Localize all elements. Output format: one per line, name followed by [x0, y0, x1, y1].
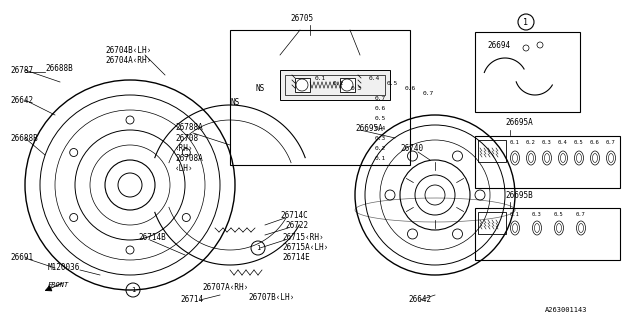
Text: 0.5: 0.5 — [574, 140, 584, 145]
Text: 0.7: 0.7 — [375, 95, 387, 100]
Text: 0.4: 0.4 — [369, 76, 380, 81]
Text: 26714: 26714 — [180, 295, 203, 305]
Bar — [295, 78, 310, 92]
Text: 26722: 26722 — [285, 220, 308, 229]
Text: 26695B: 26695B — [505, 191, 532, 201]
Text: 26688B: 26688B — [10, 133, 38, 142]
Bar — [475, 32, 580, 112]
Text: 0.1: 0.1 — [510, 140, 520, 145]
Text: 0.1: 0.1 — [375, 156, 387, 161]
Text: 26740: 26740 — [400, 143, 423, 153]
Text: 26715A‹LH›: 26715A‹LH› — [282, 244, 328, 252]
Text: 26708: 26708 — [175, 133, 198, 142]
Text: 26642: 26642 — [408, 295, 431, 305]
Bar — [478, 212, 506, 234]
Text: 26695A: 26695A — [355, 124, 383, 132]
Text: 1: 1 — [131, 287, 135, 293]
Text: 26688B: 26688B — [45, 63, 73, 73]
Text: 26714C: 26714C — [280, 211, 308, 220]
Text: A263001143: A263001143 — [545, 307, 588, 313]
Text: 0.3: 0.3 — [375, 135, 387, 140]
Text: 0.2: 0.2 — [375, 146, 387, 150]
Text: FRONT: FRONT — [48, 282, 69, 288]
Text: NS: NS — [230, 98, 239, 107]
Text: 26788A: 26788A — [175, 123, 203, 132]
Text: 0.1: 0.1 — [315, 76, 326, 81]
Text: 1: 1 — [524, 18, 529, 27]
Text: 0.1: 0.1 — [510, 212, 520, 217]
Bar — [478, 140, 506, 162]
Text: ‹RH›: ‹RH› — [175, 143, 193, 153]
Text: 0.6: 0.6 — [590, 140, 600, 145]
Bar — [475, 136, 620, 188]
Text: NS: NS — [255, 84, 264, 92]
Text: 1: 1 — [256, 245, 260, 251]
Text: 0.3: 0.3 — [532, 212, 541, 217]
Text: 0.6: 0.6 — [375, 106, 387, 110]
Text: 26707A‹RH›: 26707A‹RH› — [202, 284, 248, 292]
Text: 26714B: 26714B — [138, 234, 166, 243]
Bar — [340, 78, 355, 92]
Text: 0.5: 0.5 — [554, 212, 564, 217]
Text: 0.4: 0.4 — [558, 140, 568, 145]
Text: 0.7: 0.7 — [576, 212, 586, 217]
Text: 26707B‹LH›: 26707B‹LH› — [248, 293, 294, 302]
Text: 0.3: 0.3 — [351, 85, 362, 91]
Bar — [230, 30, 410, 165]
Text: 26708A: 26708A — [175, 154, 203, 163]
Text: 26694: 26694 — [487, 41, 510, 50]
Text: 0.3: 0.3 — [542, 140, 552, 145]
Bar — [285, 75, 385, 95]
Text: M120036: M120036 — [48, 263, 81, 273]
Text: 26642: 26642 — [10, 95, 33, 105]
Text: 0.5: 0.5 — [375, 116, 387, 121]
Text: 0.7: 0.7 — [423, 91, 435, 95]
Text: 0.2: 0.2 — [333, 81, 344, 85]
Bar — [475, 208, 620, 260]
Text: 26704A‹RH›: 26704A‹RH› — [105, 55, 151, 65]
Text: 0.5: 0.5 — [387, 81, 398, 85]
Bar — [280, 70, 390, 100]
Text: 26714E: 26714E — [282, 253, 310, 262]
Text: ‹LH›: ‹LH› — [175, 164, 193, 172]
Text: 26695A: 26695A — [505, 117, 532, 126]
Text: 26787: 26787 — [10, 66, 33, 75]
Text: 26704B‹LH›: 26704B‹LH› — [105, 45, 151, 54]
Text: 26715‹RH›: 26715‹RH› — [282, 234, 324, 243]
Text: 0.7: 0.7 — [606, 140, 616, 145]
Text: 0.4: 0.4 — [375, 125, 387, 131]
Text: 0.6: 0.6 — [405, 85, 416, 91]
Text: 26705: 26705 — [290, 13, 313, 22]
Text: 0.2: 0.2 — [526, 140, 536, 145]
Text: 26691: 26691 — [10, 253, 33, 262]
